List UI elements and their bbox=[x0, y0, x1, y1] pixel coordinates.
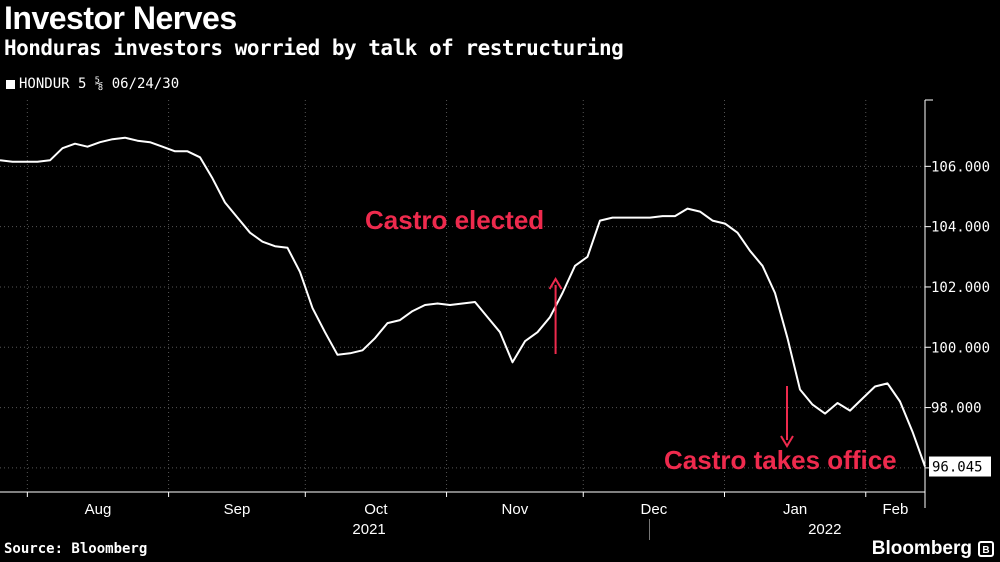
source-note: Source: Bloomberg bbox=[4, 541, 148, 557]
y-tick-label: 104.000 bbox=[931, 220, 990, 236]
brand-logo: Bloomberg B bbox=[872, 538, 994, 560]
x-tick-label: Feb bbox=[882, 501, 908, 518]
x-tick-label: Sep bbox=[224, 501, 251, 518]
x-tick-label: Dec bbox=[641, 501, 668, 518]
last-value-label: 96.045 bbox=[932, 460, 983, 476]
y-tick-label: 98.000 bbox=[931, 401, 982, 417]
legend-label: HONDUR 5 ⅝ 06/24/30 bbox=[19, 76, 180, 92]
annotation-arrowhead-up bbox=[548, 277, 563, 290]
year-label: 2022 bbox=[808, 521, 841, 538]
annotation-arrowhead-down bbox=[780, 435, 794, 448]
chart-subtitle: Honduras investors worried by talk of re… bbox=[4, 36, 624, 60]
x-tick-label: Jan bbox=[783, 501, 807, 518]
y-tick-label: 100.000 bbox=[931, 340, 990, 356]
x-tick-label: Nov bbox=[502, 501, 529, 518]
annotation-castro-elected: Castro elected bbox=[365, 205, 544, 235]
x-tick-label: Oct bbox=[364, 501, 388, 518]
legend: HONDUR 5 ⅝ 06/24/30 bbox=[6, 76, 179, 92]
bloomberg-icon: B bbox=[978, 541, 994, 557]
legend-swatch bbox=[6, 79, 15, 89]
series-line bbox=[0, 136, 926, 467]
x-tick-label: Aug bbox=[85, 501, 112, 518]
chart-title: Investor Nerves bbox=[4, 0, 237, 36]
last-value-box bbox=[929, 456, 991, 477]
y-tick-label: 102.000 bbox=[931, 280, 990, 296]
y-tick-label: 106.000 bbox=[931, 159, 990, 175]
brand-name: Bloomberg bbox=[871, 538, 972, 559]
year-label: 2021 bbox=[352, 521, 385, 538]
annotation-castro-takes-office: Castro takes office bbox=[664, 445, 897, 475]
